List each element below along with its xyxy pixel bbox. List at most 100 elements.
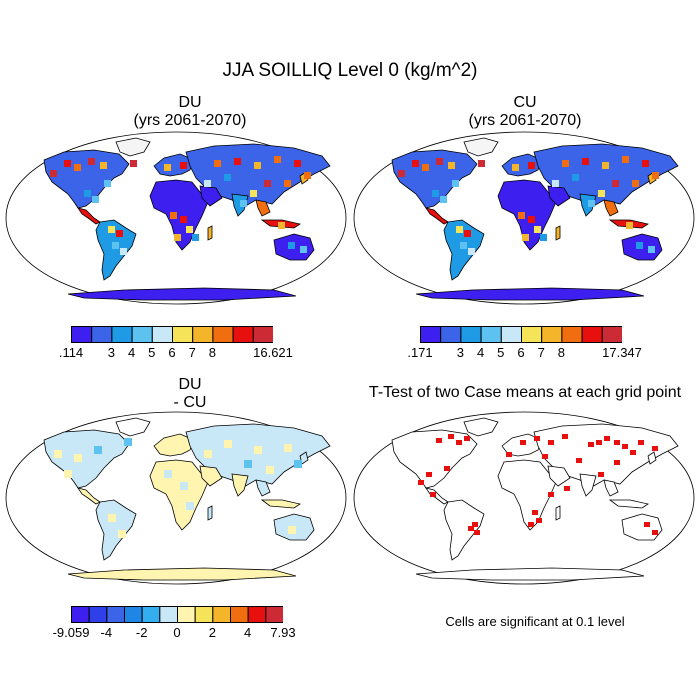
continent-central-america <box>425 207 449 225</box>
continent-madagascar <box>555 225 561 241</box>
colorbar-boxes <box>71 326 275 343</box>
colorbar-box <box>172 326 194 343</box>
continent-antarctica <box>415 567 645 581</box>
grid-cell-patch <box>572 174 579 181</box>
grid-cell-patch <box>250 190 257 197</box>
significant-cell <box>430 492 436 497</box>
colorbar-tick-label: 4 <box>244 625 252 640</box>
map-ttest-panel <box>353 411 695 585</box>
grid-cell-patch <box>254 446 262 454</box>
significant-cell <box>534 436 540 441</box>
continent-india <box>231 473 249 497</box>
grid-cell-patch <box>432 190 439 197</box>
significant-cell <box>614 440 620 445</box>
colorbar-tick-label: 4 <box>476 345 485 360</box>
significant-cell <box>474 530 480 535</box>
continent-north-america <box>43 429 130 489</box>
grid-cell-patch <box>116 230 123 237</box>
colorbar-tick-label: .114 <box>58 345 84 360</box>
grid-cell-patch <box>92 196 99 203</box>
grid-cell-patch <box>288 242 295 249</box>
colorbar-boxes <box>71 606 284 623</box>
significant-cell <box>630 450 636 455</box>
continent-indonesia <box>608 499 650 509</box>
continent-south-america <box>95 219 137 281</box>
significant-cell <box>536 518 542 523</box>
grid-cell-patch <box>626 222 633 229</box>
panel-title-du-line2: (yrs 2061-2070) <box>133 112 247 129</box>
colorbar-tick-label: -9.059 <box>52 625 90 640</box>
grid-cell-patch <box>294 160 301 167</box>
grid-cell-patch <box>468 248 475 255</box>
colorbar-box <box>265 606 284 623</box>
significant-cell <box>520 440 526 445</box>
grid-cell-patch <box>464 230 471 237</box>
colorbar-tick-label: 6 <box>517 345 525 360</box>
colorbar-box <box>111 326 133 343</box>
map-du-panel <box>5 131 347 305</box>
colorbar-box <box>106 606 125 623</box>
continent-se-asia <box>255 199 271 217</box>
grid-cell-patch <box>266 466 274 474</box>
colorbar-box <box>541 326 563 343</box>
continent-arabia <box>199 465 223 487</box>
continent-se-asia <box>255 479 271 497</box>
significant-cell <box>596 440 602 445</box>
colorbar-box <box>480 326 502 343</box>
colorbar-box <box>131 326 153 343</box>
colorbar-diff: -9.059 -4 -2 0 2 4 7.93 <box>53 606 296 644</box>
grid-cell-patch <box>294 460 302 468</box>
grid-cell-patch <box>118 530 126 538</box>
grid-cell-patch <box>284 444 292 452</box>
colorbar-tick-label: .171 <box>407 345 433 360</box>
grid-cell-patch <box>174 234 181 241</box>
grid-cell-patch <box>234 158 241 165</box>
grid-cell-patch <box>180 162 187 169</box>
continent-india <box>579 473 597 497</box>
continent-central-america <box>77 487 101 505</box>
grid-cell-patch <box>264 180 271 187</box>
colorbar-boxes <box>420 326 624 343</box>
significant-cell <box>644 522 650 527</box>
grid-cell-patch <box>94 446 102 454</box>
panel-title-cu-line2: (yrs 2061-2070) <box>468 112 582 129</box>
significant-cell <box>472 522 478 527</box>
colorbar-box <box>420 326 442 343</box>
continent-south-america <box>95 499 137 561</box>
grid-cell-patch <box>518 212 525 219</box>
grid-cell-patch <box>642 160 649 167</box>
colorbar-box <box>159 606 179 623</box>
panel-title-diff: DU - CU <box>30 376 350 412</box>
continent-south-america <box>443 499 485 561</box>
significant-cell <box>576 458 582 463</box>
continent-africa <box>149 179 209 251</box>
continent-north-america <box>391 429 478 489</box>
grid-cell-patch <box>74 164 81 171</box>
grid-cell-patch <box>652 172 659 179</box>
significant-cell <box>652 530 658 535</box>
continent-europe <box>153 433 195 457</box>
continent-greenland <box>463 417 499 437</box>
colorbar-box <box>232 326 254 343</box>
grid-cell-patch <box>436 158 443 165</box>
continent-south-america <box>443 219 485 281</box>
significant-cell <box>614 460 620 465</box>
significant-cell <box>436 438 442 443</box>
grid-cell-patch <box>300 246 307 253</box>
grid-cell-patch <box>180 216 187 223</box>
grid-cell-patch <box>274 156 281 163</box>
colorbar-tick-label: 3 <box>107 345 116 360</box>
colorbar-box <box>91 326 113 343</box>
grid-cell-patch <box>598 190 605 197</box>
grid-cell-patch <box>204 450 212 458</box>
significant-cell <box>542 454 548 459</box>
grid-cell-patch <box>636 242 643 249</box>
colorbar-box <box>581 326 603 343</box>
colorbar-box <box>124 606 143 623</box>
grid-cell-patch <box>562 160 569 167</box>
grid-cell-patch <box>412 160 419 167</box>
continent-arabia <box>547 465 571 487</box>
grid-cell-patch <box>224 440 232 448</box>
grid-cell-patch <box>88 158 95 165</box>
grid-cell-patch <box>50 170 57 177</box>
